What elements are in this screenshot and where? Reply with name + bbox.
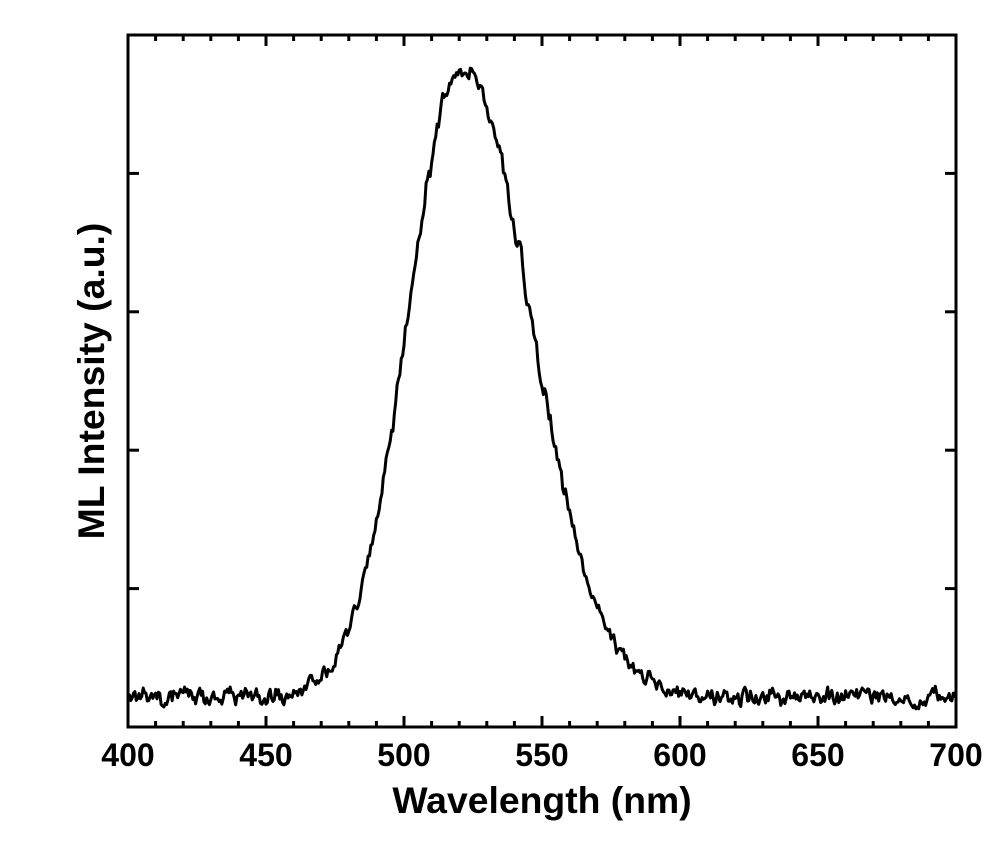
x-tick-label: 400 [101, 737, 154, 774]
x-tick-label: 450 [239, 737, 292, 774]
spectrum-chart: Wavelength (nm) ML Intensity (a.u.) 400 4… [0, 0, 1000, 853]
x-tick-label: 600 [653, 737, 706, 774]
x-axis-label: Wavelength (nm) [392, 779, 691, 822]
x-tick-label: 650 [791, 737, 844, 774]
y-axis-label: ML Intensity (a.u.) [70, 223, 113, 540]
chart-canvas [0, 0, 1000, 853]
x-tick-label: 500 [377, 737, 430, 774]
x-tick-label: 550 [515, 737, 568, 774]
x-tick-label: 700 [929, 737, 982, 774]
